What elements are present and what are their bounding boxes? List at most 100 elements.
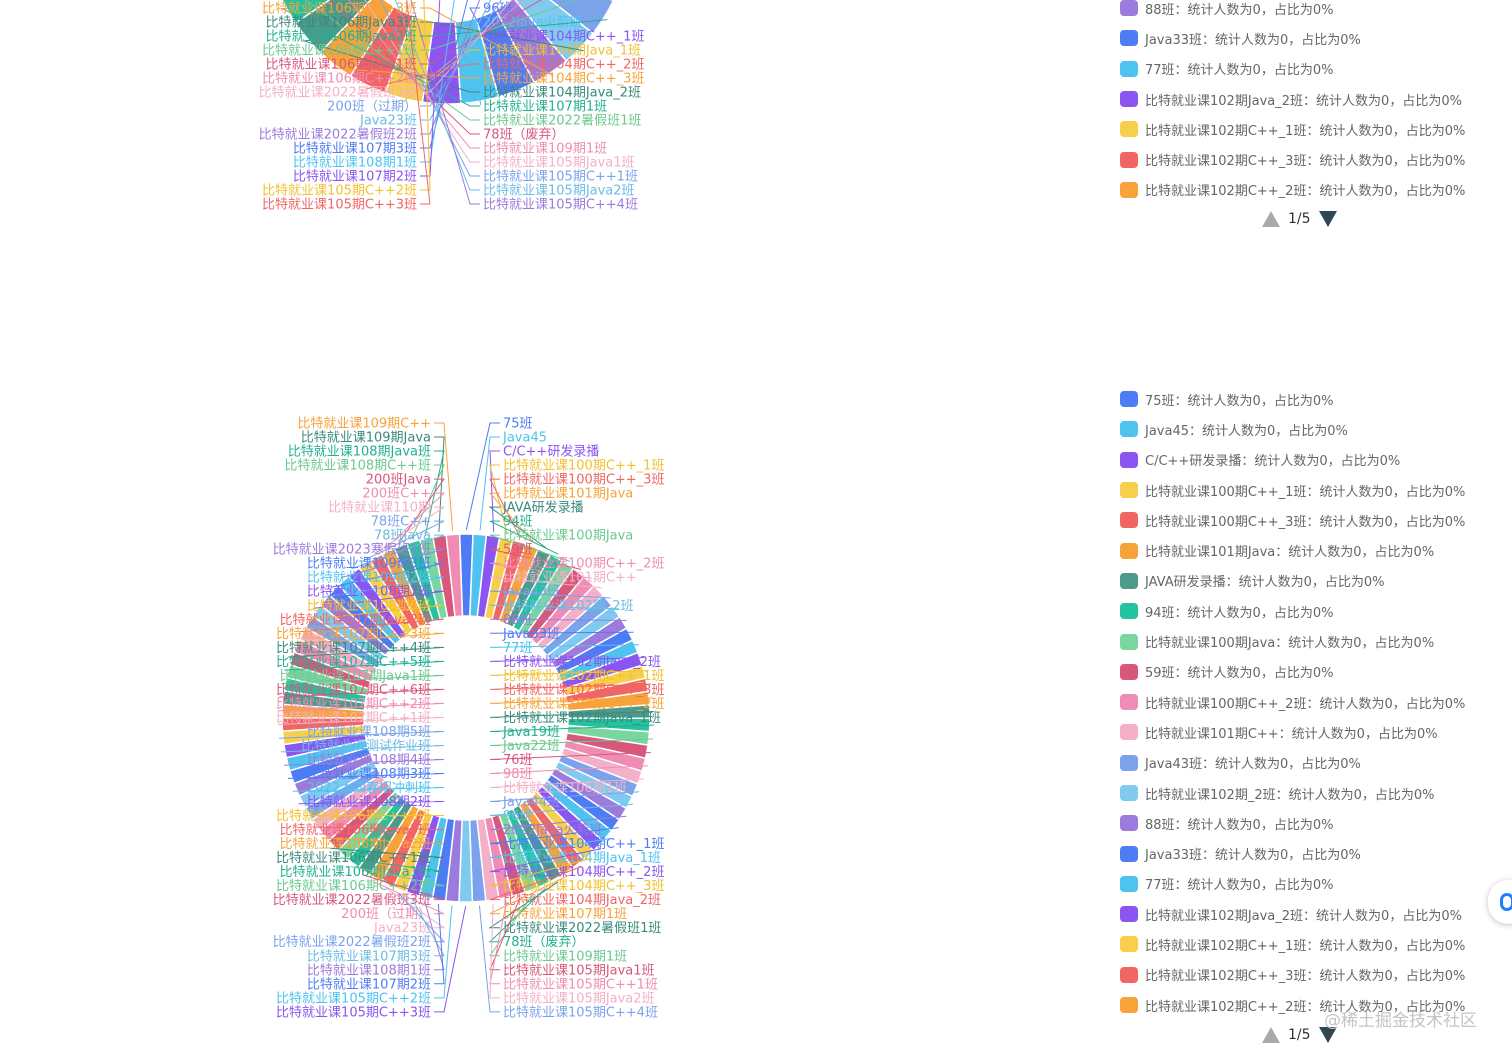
slice-label: 比特就业课109期2班 xyxy=(307,571,431,586)
legend-item[interactable]: 比特就业课100期Java：统计人数为0，占比为0% xyxy=(1120,626,1465,656)
legend-item[interactable]: Java43班：统计人数为0，占比为0% xyxy=(1120,748,1465,778)
legend-item[interactable]: 比特就业课100期C++_2班：统计人数为0，占比为0% xyxy=(1120,687,1465,717)
legend-item[interactable]: 比特就业课100期C++_3班：统计人数为0，占比为0% xyxy=(1120,505,1465,535)
slice-label: 比特就业课104期Java_1班 xyxy=(483,44,641,59)
legend-item[interactable]: 比特就业课102期C++_1班：统计人数为0，占比为0% xyxy=(1120,114,1465,144)
label-leader-line xyxy=(489,464,508,535)
slice-label: 比特就业课106期C++2班 xyxy=(276,879,431,894)
label-leader-line xyxy=(278,716,445,726)
legend-item[interactable]: 59班：统计人数为0，占比为0% xyxy=(1120,657,1465,687)
legend-page-up-icon[interactable] xyxy=(1262,211,1280,227)
legend-swatch xyxy=(1120,482,1138,499)
slice-label: Java33班 xyxy=(502,627,560,642)
slice-label: 比特就业课100期C++_2班 xyxy=(503,557,664,572)
slice-label: 比特就业课105期C++2班 xyxy=(262,184,417,199)
slice-label: Java45 xyxy=(502,431,547,446)
label-leader-line xyxy=(488,506,547,549)
floating-assistant-button[interactable] xyxy=(1488,880,1512,924)
label-leader-line xyxy=(489,450,500,533)
legend-item[interactable]: Java33班：统计人数为0，占比为0% xyxy=(1120,838,1465,868)
legend-item[interactable]: 比特就业课102期C++_2班：统计人数为0，占比为0% xyxy=(1120,990,1465,1020)
legend-swatch xyxy=(1120,542,1138,559)
legend-item[interactable]: 比特就业课102期_2班：统计人数为0，占比为0% xyxy=(1120,778,1465,808)
label-leader-line xyxy=(410,0,480,205)
legend-label: 75班：统计人数为0，占比为0% xyxy=(1145,393,1334,409)
legend-item[interactable]: 77班：统计人数为0，占比为0% xyxy=(1120,869,1465,899)
legend-label: 比特就业课102期C++_2班：统计人数为0，占比为0% xyxy=(1145,999,1466,1015)
right-label-group: 75班Java45C/C++研发录播比特就业课100期C++_1班比特就业课10… xyxy=(465,417,664,1020)
slice-label: 比特就业课106期C++1班 xyxy=(262,44,417,59)
slice-label: 比特就业课105期Java2班 xyxy=(483,184,635,199)
legend-item[interactable]: 77班：统计人数为0，占比为0% xyxy=(1120,54,1465,84)
slice-label: 59班 xyxy=(503,543,533,558)
legend-item[interactable]: 比特就业课101期C++：统计人数为0，占比为0% xyxy=(1120,717,1465,747)
legend-swatch xyxy=(1120,815,1138,832)
legend-label: 59班：统计人数为0，占比为0% xyxy=(1145,666,1334,682)
label-leader-line xyxy=(489,897,521,971)
slice-label: 76班 xyxy=(503,753,533,768)
label-leader-line xyxy=(489,670,648,676)
slice-label: 比特就业课104期C++_3班 xyxy=(483,72,644,87)
pie-slice[interactable] xyxy=(514,0,595,63)
legend-page-up-icon[interactable] xyxy=(1262,1027,1280,1043)
label-leader-line xyxy=(411,897,445,957)
label-leader-line xyxy=(364,0,480,163)
label-leader-line xyxy=(434,422,454,531)
legend-item[interactable]: 比特就业课102期Java_2班：统计人数为0，占比为0% xyxy=(1120,84,1465,114)
slice-label: 比特就业课108期1班 xyxy=(293,156,417,171)
legend-item[interactable]: 88班：统计人数为0，占比为0% xyxy=(1120,808,1465,838)
slice-label: 比特就业课107期1班 xyxy=(483,100,607,115)
legend-item[interactable]: 比特就业课102期C++_3班：统计人数为0，占比为0% xyxy=(1120,144,1465,174)
label-leader-line xyxy=(420,0,455,163)
legend-item[interactable]: JAVA研发录播：统计人数为0，占比为0% xyxy=(1120,566,1465,596)
legend-item[interactable]: 比特就业课101期Java：统计人数为0，占比为0% xyxy=(1120,535,1465,565)
legend-swatch xyxy=(1120,966,1138,983)
legend-item[interactable]: 比特就业课102期C++_1班：统计人数为0，占比为0% xyxy=(1120,929,1465,959)
label-leader-line xyxy=(281,674,445,685)
slice-label: 比特就业课102期C++_2班 xyxy=(503,697,664,712)
label-leader-line xyxy=(489,778,644,789)
legend-label: 比特就业课102期Java_2班：统计人数为0，占比为0% xyxy=(1145,908,1462,924)
pie-slice[interactable] xyxy=(528,0,615,35)
slice-label: 比特就业课107期3班 xyxy=(293,142,417,157)
label-leader-line xyxy=(489,791,639,803)
legend-item[interactable]: 比特就业课102期C++_3班：统计人数为0，占比为0% xyxy=(1120,960,1465,990)
slice-label: 比特就业课108期3班 xyxy=(307,767,431,782)
legend-label: 比特就业课100期C++_2班：统计人数为0，占比为0% xyxy=(1145,696,1466,712)
label-leader-line xyxy=(351,534,445,570)
label-leader-line xyxy=(420,0,492,121)
label-leader-line xyxy=(298,801,445,805)
label-leader-line xyxy=(386,492,446,549)
label-leader-line xyxy=(489,618,627,621)
slice-label: 比特就业课100期C++_3班 xyxy=(503,473,664,488)
label-leader-line xyxy=(489,866,581,901)
slice-label: 比特就业课106期1班 xyxy=(503,781,627,796)
slice-label: 比特就业课108期C++班 xyxy=(284,459,431,474)
legend-swatch xyxy=(1120,391,1138,408)
label-leader-line xyxy=(332,67,480,79)
legend-page-down-icon[interactable] xyxy=(1318,211,1337,227)
legend-item[interactable]: 94班：统计人数为0，占比为0% xyxy=(1120,596,1465,626)
slice-label: 96班 xyxy=(503,809,533,824)
label-leader-line xyxy=(489,904,500,999)
legend-item[interactable]: Java45：统计人数为0，占比为0% xyxy=(1120,414,1465,444)
legend-label: 比特就业课101期Java：统计人数为0，占比为0% xyxy=(1145,545,1435,561)
slice-label: 比特就业课100期C++_1班 xyxy=(503,459,664,474)
pie-slice[interactable] xyxy=(445,533,464,618)
legend-item[interactable]: C/C++研发录播：统计人数为0，占比为0% xyxy=(1120,445,1465,475)
legend-item[interactable]: 75班：统计人数为0，占比为0% xyxy=(1120,384,1465,414)
slice-label: 比特就业课108期5班 xyxy=(307,725,431,740)
legend-item[interactable]: 比特就业课102期C++_2班：统计人数为0，占比为0% xyxy=(1120,175,1465,205)
legend-label: Java33班：统计人数为0，占比为0% xyxy=(1145,32,1361,48)
slice-label: 200班Java xyxy=(366,473,431,488)
label-leader-line xyxy=(312,826,445,831)
slice-label: 比特就业课110期 xyxy=(328,501,431,516)
legend-item[interactable]: Java33班：统计人数为0，占比为0% xyxy=(1120,23,1465,53)
legend-label: Java33班：统计人数为0，占比为0% xyxy=(1145,848,1361,864)
label-leader-line xyxy=(330,847,445,859)
slice-label: 比特就业课107期C++5班 xyxy=(276,655,431,670)
legend-item[interactable]: 88班：统计人数为0，占比为0% xyxy=(1120,0,1465,23)
legend-item[interactable]: 比特就业课100期C++_1班：统计人数为0，占比为0% xyxy=(1120,475,1465,505)
legend-page-down-icon[interactable] xyxy=(1318,1027,1337,1043)
legend-item[interactable]: 比特就业课102期Java_2班：统计人数为0，占比为0% xyxy=(1120,899,1465,929)
